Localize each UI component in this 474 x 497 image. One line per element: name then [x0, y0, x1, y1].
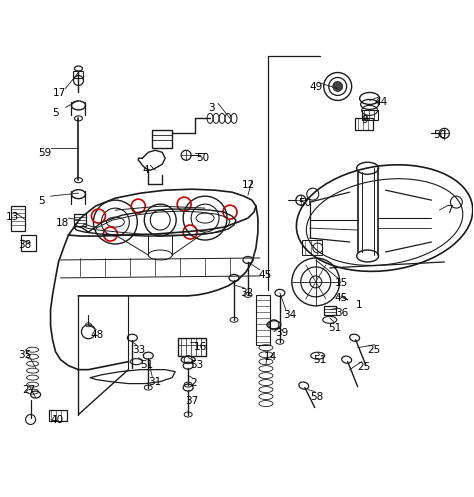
Text: 17: 17	[53, 88, 66, 98]
Bar	[73, 71, 83, 78]
Text: 35: 35	[18, 350, 32, 360]
Text: 39: 39	[275, 328, 288, 338]
Text: 49: 49	[310, 83, 323, 92]
Text: 51: 51	[140, 360, 154, 370]
Text: 7: 7	[447, 205, 453, 215]
Text: 40: 40	[51, 414, 64, 424]
Bar	[178, 338, 206, 356]
Bar	[152, 130, 172, 148]
Text: 2: 2	[190, 378, 197, 388]
Text: 45: 45	[258, 270, 271, 280]
Text: 38: 38	[18, 240, 32, 250]
Text: 5: 5	[38, 196, 45, 206]
Text: 34: 34	[283, 310, 296, 320]
Text: 58: 58	[310, 392, 323, 402]
Text: 25: 25	[368, 345, 381, 355]
Text: 4: 4	[142, 165, 149, 175]
Text: 51: 51	[313, 355, 326, 365]
Text: 59: 59	[38, 148, 52, 158]
Text: 33: 33	[132, 345, 146, 355]
Bar	[355, 118, 373, 130]
Text: 27: 27	[23, 385, 36, 395]
Text: 3: 3	[208, 103, 215, 113]
Text: 13: 13	[6, 212, 19, 222]
Text: 51: 51	[328, 323, 341, 333]
Text: 36: 36	[335, 308, 348, 318]
Text: 44: 44	[374, 97, 388, 107]
Bar	[302, 240, 322, 255]
Text: 16: 16	[194, 342, 208, 352]
Text: 50: 50	[196, 153, 209, 164]
Text: 18: 18	[55, 218, 69, 228]
Text: 9: 9	[362, 115, 368, 125]
Text: 25: 25	[358, 362, 371, 372]
Bar	[48, 410, 66, 421]
Text: 12: 12	[242, 180, 255, 190]
Text: 32: 32	[240, 288, 253, 298]
Text: 53: 53	[190, 360, 203, 370]
Bar	[324, 306, 336, 315]
Bar	[256, 295, 270, 345]
Text: 31: 31	[148, 377, 162, 387]
Text: 15: 15	[335, 278, 348, 288]
Text: 5: 5	[53, 108, 59, 118]
Bar	[362, 110, 378, 120]
Text: 50: 50	[298, 198, 311, 208]
Bar	[74, 214, 86, 226]
Text: 37: 37	[185, 396, 199, 406]
Text: 1: 1	[356, 300, 362, 310]
Text: 48: 48	[91, 330, 104, 340]
Text: 45: 45	[335, 293, 348, 303]
Bar	[11, 206, 25, 231]
Text: 50: 50	[433, 130, 447, 140]
Bar	[21, 235, 36, 251]
Text: 14: 14	[264, 352, 277, 362]
Circle shape	[333, 82, 343, 91]
